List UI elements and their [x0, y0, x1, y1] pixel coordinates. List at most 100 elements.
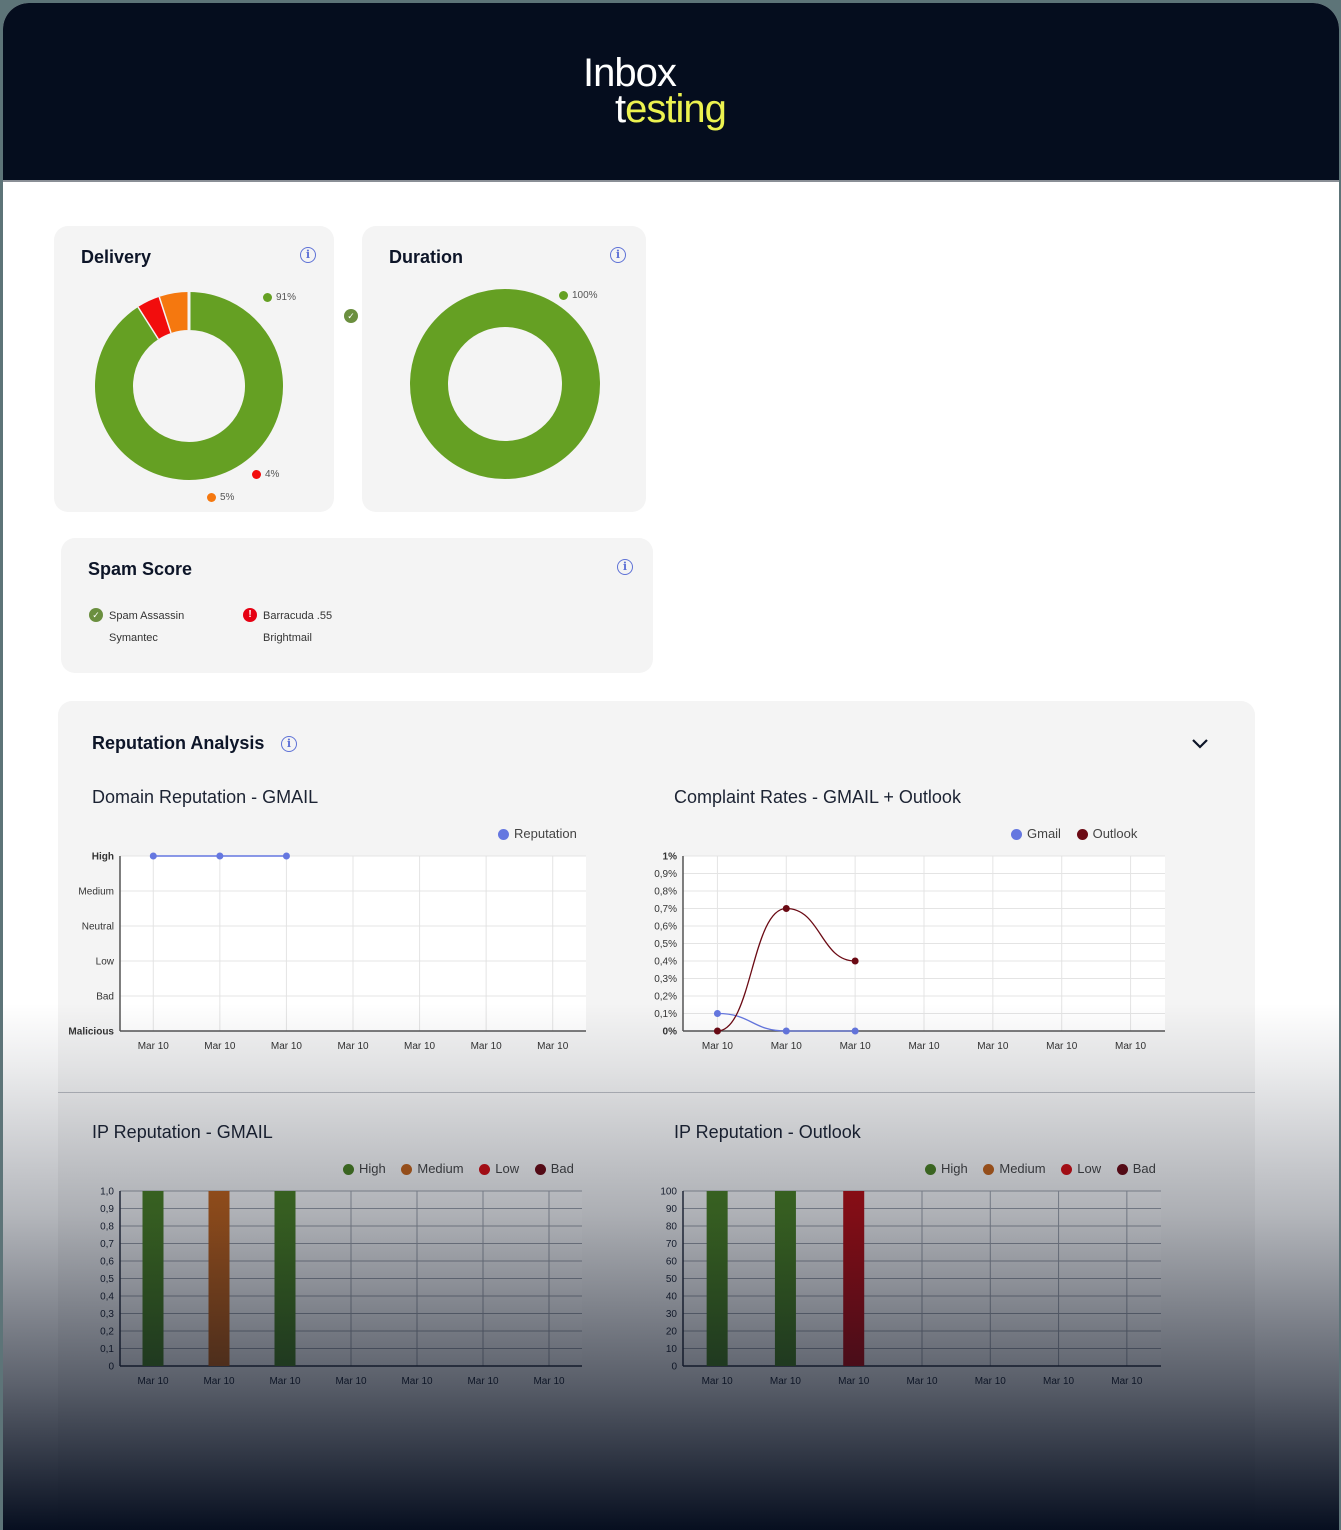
svg-text:Mar 10: Mar 10 [404, 1041, 436, 1052]
svg-text:Malicious: Malicious [68, 1027, 114, 1038]
svg-text:Mar 10: Mar 10 [702, 1041, 734, 1052]
svg-text:0,5%: 0,5% [654, 939, 677, 950]
svg-text:Mar 10: Mar 10 [702, 1376, 734, 1387]
svg-text:Mar 10: Mar 10 [269, 1376, 301, 1387]
ip-reputation-gmail-chart: 0 0,1 0,2 0,3 0,4 0,5 0,6 0,7 0,8 0,9 1,0 Mar 10 Mar… [100, 1187, 582, 1387]
svg-text:10: 10 [666, 1344, 678, 1355]
reputation-analysis-panel: Reputation Analysis i Domain Reputation … [58, 701, 1255, 1530]
delivery-label-91: 91% [263, 292, 296, 303]
duration-label-100: 100% [559, 290, 598, 301]
svg-text:Mar 10: Mar 10 [1111, 1376, 1143, 1387]
svg-text:Mar 10: Mar 10 [533, 1376, 565, 1387]
pass-check-icon: ✓ [89, 608, 103, 622]
svg-text:Low: Low [96, 957, 115, 968]
domain-reputation-title: Domain Reputation - GMAIL [92, 787, 319, 807]
info-icon[interactable]: i [281, 736, 297, 752]
svg-text:1,0: 1,0 [100, 1187, 114, 1198]
svg-text:0: 0 [671, 1362, 677, 1373]
section-divider [58, 1092, 1255, 1093]
svg-text:30: 30 [666, 1309, 678, 1320]
svg-text:1%: 1% [663, 852, 678, 863]
svg-text:Bad: Bad [96, 992, 114, 1003]
svg-text:0,8%: 0,8% [654, 887, 677, 898]
domain-reputation-chart: Malicious Bad Low Neutral Medium High Mar 10 Ma… [68, 852, 586, 1052]
svg-text:Mar 10: Mar 10 [908, 1041, 940, 1052]
chevron-down-icon[interactable] [1191, 736, 1209, 750]
duration-title: Duration [389, 247, 463, 267]
complaint-rates-title: Complaint Rates - GMAIL + Outlook [674, 787, 961, 807]
svg-text:0,7%: 0,7% [654, 904, 677, 915]
inbox-testing-logo[interactable]: Inbox testing [583, 53, 773, 133]
svg-text:0,6%: 0,6% [654, 922, 677, 933]
svg-text:Mar 10: Mar 10 [137, 1376, 169, 1387]
svg-text:0,6: 0,6 [100, 1257, 114, 1268]
ip-outlook-legend: High Medium Low Bad [925, 1161, 1156, 1176]
svg-text:50: 50 [666, 1274, 678, 1285]
svg-text:Mar 10: Mar 10 [401, 1376, 433, 1387]
svg-text:Neutral: Neutral [82, 922, 114, 933]
svg-text:0,5: 0,5 [100, 1274, 114, 1285]
delivery-label-5: 5% [207, 492, 234, 503]
svg-text:40: 40 [666, 1292, 678, 1303]
spam-score-title: Spam Score [88, 559, 193, 579]
svg-text:Mar 10: Mar 10 [975, 1376, 1007, 1387]
svg-text:High: High [92, 852, 114, 863]
header: Inbox testing [3, 3, 1339, 182]
warning-icon: ! [243, 608, 257, 622]
spam-score-card: Spam Score i ✓ Spam Assassin Symantec ! … [61, 538, 653, 673]
svg-text:0,2: 0,2 [100, 1327, 114, 1338]
svg-text:70: 70 [666, 1239, 678, 1250]
svg-text:0,3%: 0,3% [654, 974, 677, 985]
logo-line-2: testing [615, 87, 727, 131]
svg-text:80: 80 [666, 1222, 678, 1233]
svg-text:Mar 10: Mar 10 [203, 1376, 235, 1387]
info-icon[interactable]: i [300, 247, 316, 263]
svg-text:Mar 10: Mar 10 [467, 1376, 499, 1387]
svg-text:Mar 10: Mar 10 [138, 1041, 170, 1052]
svg-text:Mar 10: Mar 10 [337, 1041, 369, 1052]
svg-text:0,9%: 0,9% [654, 869, 677, 880]
svg-text:0%: 0% [663, 1027, 678, 1038]
ip-reputation-outlook-chart: 0 10 20 30 40 50 60 70 80 90 100 Mar 10 Mar 10 Mar 10… [660, 1187, 1161, 1387]
svg-text:Mar 10: Mar 10 [471, 1041, 503, 1052]
svg-text:0,2%: 0,2% [654, 992, 677, 1003]
delivery-card: Delivery i 91% 4% 5% [54, 226, 334, 512]
svg-text:Mar 10: Mar 10 [906, 1376, 938, 1387]
logo-line-1: Inbox [583, 51, 677, 95]
spam-item-symantec: Symantec [109, 632, 158, 644]
svg-text:Medium: Medium [78, 887, 114, 898]
svg-text:Mar 10: Mar 10 [840, 1041, 872, 1052]
svg-text:100: 100 [660, 1187, 677, 1198]
svg-text:0,4%: 0,4% [654, 957, 677, 968]
svg-text:0,7: 0,7 [100, 1239, 114, 1250]
svg-text:Mar 10: Mar 10 [1043, 1376, 1075, 1387]
svg-text:0,1%: 0,1% [654, 1009, 677, 1020]
svg-text:0,3: 0,3 [100, 1309, 114, 1320]
app-frame: Inbox testing Delivery i 91% 4% 5% ✓ Dur… [3, 3, 1339, 1530]
svg-text:Mar 10: Mar 10 [838, 1376, 870, 1387]
svg-text:Mar 10: Mar 10 [204, 1041, 236, 1052]
svg-text:0: 0 [108, 1362, 114, 1373]
svg-text:Mar 10: Mar 10 [1046, 1041, 1078, 1052]
svg-text:60: 60 [666, 1257, 678, 1268]
reputation-analysis-title: Reputation Analysis [92, 733, 265, 753]
svg-text:Mar 10: Mar 10 [1115, 1041, 1147, 1052]
ip-gmail-legend: High Medium Low Bad [343, 1161, 574, 1176]
delivery-donut-chart [95, 292, 283, 480]
svg-text:Mar 10: Mar 10 [537, 1041, 569, 1052]
complaint-rates-legend: Gmail Outlook [1011, 826, 1137, 841]
check-icon: ✓ [344, 309, 358, 323]
complaint-rates-chart: 0% 0,1% 0,2% 0,3% 0,4% 0,5% 0,6% 0,7% 0,8% 0,9% 1%… [654, 852, 1165, 1052]
spam-item-brightmail: Brightmail [263, 632, 312, 644]
delivery-label-4: 4% [252, 469, 279, 480]
info-icon[interactable]: i [610, 247, 626, 263]
svg-text:Mar 10: Mar 10 [335, 1376, 367, 1387]
domain-reputation-legend: Reputation [498, 826, 577, 841]
ip-reputation-gmail-title: IP Reputation - GMAIL [92, 1122, 273, 1142]
svg-text:Mar 10: Mar 10 [770, 1376, 802, 1387]
info-icon[interactable]: i [617, 559, 633, 575]
svg-text:0,9: 0,9 [100, 1204, 114, 1215]
svg-text:90: 90 [666, 1204, 678, 1215]
spam-item-spam-assassin: Spam Assassin [109, 610, 185, 622]
delivery-title: Delivery [81, 247, 152, 267]
